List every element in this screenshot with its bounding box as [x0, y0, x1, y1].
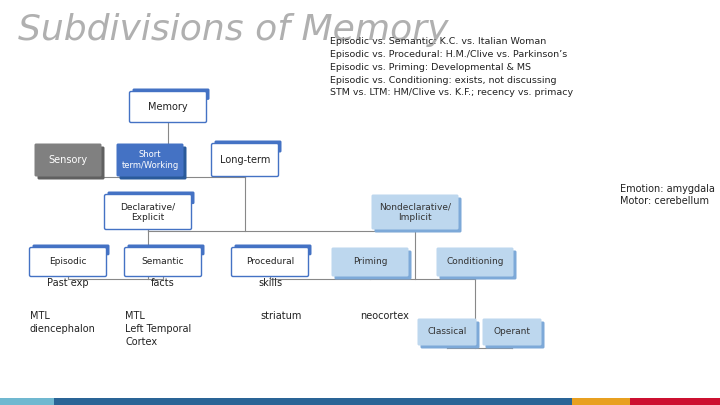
Text: Past exp: Past exp [48, 278, 89, 288]
Bar [515, 398, 544, 405]
FancyBboxPatch shape [215, 141, 282, 153]
Text: MTL
Left Temporal
Cortex: MTL Left Temporal Cortex [125, 311, 192, 347]
Text: Priming: Priming [353, 258, 387, 266]
FancyBboxPatch shape [420, 322, 480, 348]
FancyBboxPatch shape [212, 143, 279, 177]
Text: Short
term/Working: Short term/Working [122, 150, 179, 170]
Text: Episodic: Episodic [49, 258, 86, 266]
FancyBboxPatch shape [418, 318, 477, 345]
Bar [630, 398, 720, 405]
Text: Operant: Operant [493, 328, 531, 337]
Text: striatum: striatum [260, 311, 302, 321]
Text: Procedural: Procedural [246, 258, 294, 266]
FancyBboxPatch shape [104, 194, 192, 230]
FancyBboxPatch shape [372, 194, 459, 230]
Bar [572, 398, 630, 405]
Text: Memory: Memory [148, 102, 188, 112]
FancyBboxPatch shape [235, 245, 312, 255]
FancyBboxPatch shape [130, 92, 207, 122]
FancyBboxPatch shape [127, 245, 204, 255]
Bar [54, 398, 486, 405]
FancyBboxPatch shape [485, 322, 544, 348]
Text: Episodic vs. Semantic: K.C. vs. Italian Woman
Episodic vs. Procedural: H.M./Cliv: Episodic vs. Semantic: K.C. vs. Italian … [330, 37, 573, 97]
Text: Subdivisions of Memory: Subdivisions of Memory [18, 13, 449, 47]
Text: facts: facts [151, 278, 175, 288]
FancyBboxPatch shape [125, 247, 202, 277]
FancyBboxPatch shape [30, 247, 107, 277]
FancyBboxPatch shape [107, 192, 194, 204]
FancyBboxPatch shape [439, 251, 516, 279]
Text: Sensory: Sensory [48, 155, 88, 165]
FancyBboxPatch shape [117, 143, 184, 177]
FancyBboxPatch shape [335, 251, 412, 279]
FancyBboxPatch shape [132, 89, 210, 100]
Text: Emotion: amygdala
Motor: cerebellum: Emotion: amygdala Motor: cerebellum [620, 184, 715, 206]
Text: neocortex: neocortex [360, 311, 409, 321]
Text: Nondeclarative/
Implicit: Nondeclarative/ Implicit [379, 202, 451, 222]
Text: Semantic: Semantic [142, 258, 184, 266]
FancyBboxPatch shape [232, 247, 308, 277]
Text: Long-term: Long-term [220, 155, 270, 165]
Text: skills: skills [258, 278, 282, 288]
FancyBboxPatch shape [436, 247, 513, 277]
Bar [544, 398, 572, 405]
FancyBboxPatch shape [331, 247, 408, 277]
FancyBboxPatch shape [35, 143, 102, 177]
Bar [0, 398, 54, 405]
Text: Classical: Classical [427, 328, 467, 337]
FancyBboxPatch shape [37, 147, 104, 179]
Text: Conditioning: Conditioning [446, 258, 504, 266]
Text: Declarative/
Explicit: Declarative/ Explicit [120, 202, 176, 222]
Text: MTL
diencephalon: MTL diencephalon [30, 311, 96, 334]
Bar [486, 398, 515, 405]
FancyBboxPatch shape [482, 318, 541, 345]
FancyBboxPatch shape [374, 198, 462, 232]
FancyBboxPatch shape [120, 147, 186, 179]
FancyBboxPatch shape [32, 245, 109, 255]
